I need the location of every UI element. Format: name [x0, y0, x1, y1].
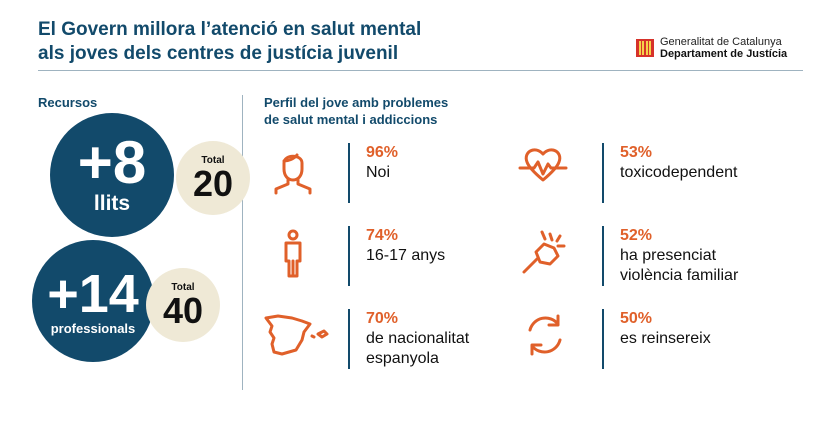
resources-heading: Recursos — [38, 95, 98, 110]
stat-bar — [602, 226, 604, 286]
stat-percent: 53% — [620, 144, 653, 161]
stat-percent: 50% — [620, 310, 653, 327]
professionals-unit: professionals — [50, 320, 136, 336]
stat-label: 16-17 anys — [366, 247, 446, 264]
stat-bar — [348, 143, 350, 203]
generalitat-logo: Generalitat de Catalunya Departament de … — [636, 36, 787, 60]
person-head-icon — [268, 145, 318, 195]
profile-heading: Perfil del jove amb problemes de salut m… — [264, 94, 448, 128]
stat-drug-dependent: 53% toxicodependent — [602, 143, 737, 203]
beds-unit: llits — [93, 192, 131, 215]
title-line: als joves dels centres de justícia juven… — [38, 43, 399, 64]
stat-male: 96% Noi — [348, 143, 398, 203]
person-standing-icon — [268, 228, 318, 278]
heading-line: de salut mental i addiccions — [264, 112, 438, 127]
cycle-arrows-icon — [520, 310, 570, 360]
professionals-total: Total 40 — [146, 268, 220, 342]
stat-bar — [348, 309, 350, 369]
stat-bar — [602, 143, 604, 203]
spain-map-icon — [262, 310, 332, 360]
total-value: 20 — [192, 162, 234, 204]
stat-reintegration: 50% es reinsereix — [602, 309, 711, 369]
title-line: El Govern millora l’atenció en salut men… — [38, 19, 422, 40]
professionals-circle: +14 professionals — [32, 240, 154, 362]
divider — [242, 95, 243, 390]
stat-family-violence: 52% ha presenciat violència familiar — [602, 226, 738, 286]
beds-total: Total 20 — [176, 141, 250, 215]
stat-percent: 70% — [366, 310, 399, 327]
total-label: Total — [171, 281, 195, 293]
stat-percent: 96% — [366, 144, 399, 161]
senyera-icon — [636, 39, 654, 57]
stat-label: es reinsereix — [620, 330, 711, 347]
stat-bar — [602, 309, 604, 369]
stat-nationality: 70% de nacionalitat espanyola — [348, 309, 469, 369]
total-value: 40 — [162, 289, 204, 331]
divider — [38, 70, 803, 71]
stat-label: de nacionalitat — [366, 330, 470, 347]
stat-age: 74% 16-17 anys — [348, 226, 445, 286]
stat-label: ha presenciat — [620, 247, 717, 264]
beds-value: +8 — [77, 129, 147, 196]
stat-label: violència familiar — [620, 267, 739, 284]
beds-circle: +8 llits — [50, 113, 174, 237]
stat-label: espanyola — [366, 350, 439, 367]
stat-percent: 74% — [366, 227, 399, 244]
heading-line: Perfil del jove amb problemes — [264, 95, 449, 110]
stat-bar — [348, 226, 350, 286]
stat-label: Noi — [366, 164, 391, 181]
page-title: El Govern millora l’atenció en salut men… — [38, 18, 598, 66]
logo-line1: Generalitat de Catalunya — [660, 36, 782, 48]
stat-percent: 52% — [620, 227, 653, 244]
heartbeat-icon — [518, 140, 568, 190]
fist-punch-icon — [520, 226, 570, 276]
total-label: Total — [201, 154, 225, 166]
stat-label: toxicodependent — [620, 164, 738, 181]
professionals-value: +14 — [47, 263, 139, 324]
logo-line2: Departament de Justícia — [660, 48, 788, 60]
